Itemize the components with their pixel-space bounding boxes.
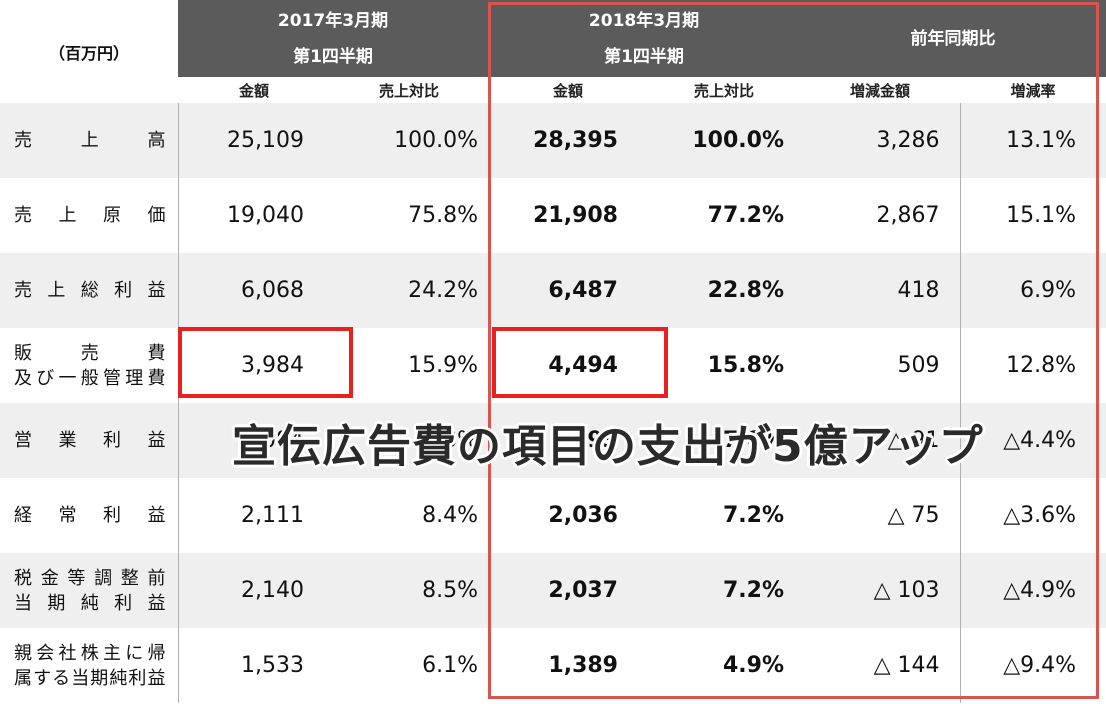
row-label: 営業利益: [0, 403, 178, 478]
ratio-2018-cell: 7.2%: [648, 553, 800, 628]
table-row: 売上総利益 6,068 24.2% 6,487 22.8% 418 6.9%: [0, 253, 1106, 328]
period-2017-header: 2017年3月期 第1四半期: [178, 0, 488, 77]
change-rate-cell: △4.9%: [959, 553, 1106, 628]
change-rate-cell: 6.9%: [959, 253, 1106, 328]
row-label: 売上原価: [0, 178, 178, 253]
col-amount-2017: 金額: [238, 81, 269, 100]
yoy-header: 前年同期比: [800, 0, 1106, 77]
period-2018-header: 2018年3月期 第1四半期: [488, 0, 800, 77]
period-2017-line1: 2017年3月期: [277, 10, 389, 31]
amount-2017-cell: 6,068: [177, 253, 330, 328]
amount-2017-cell: 2,140: [177, 553, 330, 628]
change-amount-cell: △ 75: [887, 503, 940, 528]
ratio-2017-cell: 24.2%: [330, 253, 488, 328]
ratio-2017-cell: 8.5%: [330, 553, 488, 628]
change-rate-cell: △3.6%: [959, 478, 1106, 553]
change-rate-cell: 12.8%: [959, 328, 1106, 403]
row-label-line: 及び一般管理費: [14, 367, 166, 389]
col-amount-2018: 金額: [552, 81, 583, 100]
ratio-2017-cell: 6.1%: [422, 653, 478, 678]
row-label: 経常利益: [0, 478, 178, 553]
change-amount-cell: 509: [897, 353, 940, 378]
ratio-2017-cell: 15.9%: [408, 353, 478, 378]
change-rate-cell: 15.1%: [959, 178, 1106, 253]
amount-2018-cell: 1,389: [548, 653, 618, 678]
change-amount-cell: △ 103: [800, 553, 960, 628]
row-label: 親会社株主に帰 属する当期純利益: [0, 628, 178, 703]
amount-2018-cell: 6,487: [488, 253, 648, 328]
amount-2018-cell: 28,395: [488, 103, 648, 178]
sga-2018-highlight-box: [492, 327, 668, 398]
unit-label: （百万円）: [48, 43, 129, 63]
ratio-2018-cell: 7.2%: [722, 503, 784, 528]
ratio-2018-cell: 77.2%: [707, 203, 784, 228]
row-label-line: 売上高: [14, 130, 166, 151]
change-rate-cell: △9.4%: [959, 628, 1106, 703]
ratio-2018-cell: 4.9%: [722, 653, 784, 678]
row-label-line: 属する当期純利益: [14, 667, 166, 689]
ratio-2017-cell: 8.3%: [330, 403, 488, 478]
ratio-2017-cell: 75.8%: [408, 203, 478, 228]
amount-2017-cell: 19,040: [177, 178, 330, 253]
row-label-line: 当期純利益: [14, 592, 166, 614]
table-row: 営業利益 2,084 8.3% 1,993 7.0% △ 91 △4.4%: [0, 403, 1106, 478]
row-label: 売上総利益: [0, 253, 178, 328]
change-amount-cell: 418: [800, 253, 960, 328]
change-amount-cell: 3,286: [800, 103, 960, 178]
ratio-2018-cell: 22.8%: [648, 253, 800, 328]
change-amount-cell: △ 91: [800, 403, 960, 478]
amount-2018-cell: 1,993: [488, 403, 648, 478]
ratio-2018-cell: 7.0%: [648, 403, 800, 478]
ratio-2018-cell: 100.0%: [648, 103, 800, 178]
table-row: 親会社株主に帰 属する当期純利益 1,533 6.1% 1,389 4.9% △ 144 △9…: [0, 628, 1106, 703]
sga-2017-highlight-box: [178, 327, 353, 398]
row-label-line: 売上原価: [14, 205, 166, 226]
row-label-line: 税金等調整前: [14, 567, 166, 589]
col-ratio-2018: 売上対比: [693, 81, 754, 100]
row-label: 売上高: [0, 103, 178, 178]
amount-2017-cell: 25,109: [177, 103, 330, 178]
table-row: 税金等調整前 当期純利益 2,140 8.5% 2,037 7.2% △ 103 △4.9%: [0, 553, 1106, 628]
col-change-amount: 増減金額: [849, 81, 910, 100]
col-change-rate: 増減率: [1010, 81, 1056, 100]
row-label: 税金等調整前 当期純利益: [0, 553, 178, 628]
change-amount-cell: 2,867: [876, 203, 940, 228]
row-label-line: 営業利益: [14, 430, 166, 451]
row-label-line: 親会社株主に帰: [14, 642, 166, 664]
amount-2017-cell: 2,084: [177, 403, 330, 478]
overlay-caption: 宣伝広告費の項目の支出が5億アップ: [232, 421, 984, 472]
amount-2018-cell: 2,036: [548, 503, 618, 528]
row-label-line: 売上総利益: [14, 280, 166, 301]
table-row: 売上原価 19,040 75.8% 21,908 77.2% 2,867 15.1%: [0, 178, 1106, 253]
amount-2018-cell: 2,037: [488, 553, 648, 628]
amount-2018-cell: 4,494: [548, 353, 618, 378]
amount-2017-cell: 2,111: [177, 478, 330, 553]
row-label-line: 経常利益: [14, 505, 166, 526]
period-2018-line1: 2018年3月期: [588, 10, 700, 31]
amount-2017-cell: 3,984: [177, 328, 330, 403]
period-2017-line2: 第1四半期: [293, 46, 373, 67]
change-rate-cell: △4.4%: [959, 403, 1106, 478]
amount-2018-cell: 21,908: [533, 203, 618, 228]
ratio-2017-cell: 100.0%: [330, 103, 488, 178]
table-row: 販売費 及び一般管理費 3,984 15.9% 4,494 15.8% 509 12.8%: [0, 328, 1106, 403]
table-row: 経常利益 2,111 8.4% 2,036 7.2% △ 75 △3.6%: [0, 478, 1106, 553]
table-row: 売上高 25,109 100.0% 28,395 100.0% 3,286 13.1%: [0, 103, 1106, 178]
col-ratio-2017: 売上対比: [378, 81, 439, 100]
row-label: 販売費及び一般管理費: [0, 328, 178, 403]
change-amount-cell: △ 144: [873, 653, 940, 678]
ratio-2018-cell: 15.8%: [707, 353, 784, 378]
period-2018-line2: 第1四半期: [604, 46, 684, 67]
change-rate-cell: 13.1%: [959, 103, 1106, 178]
row-label-line: 販売費: [14, 342, 166, 364]
ratio-2017-cell: 8.4%: [422, 503, 478, 528]
amount-2017-cell: 1,533: [177, 628, 330, 703]
